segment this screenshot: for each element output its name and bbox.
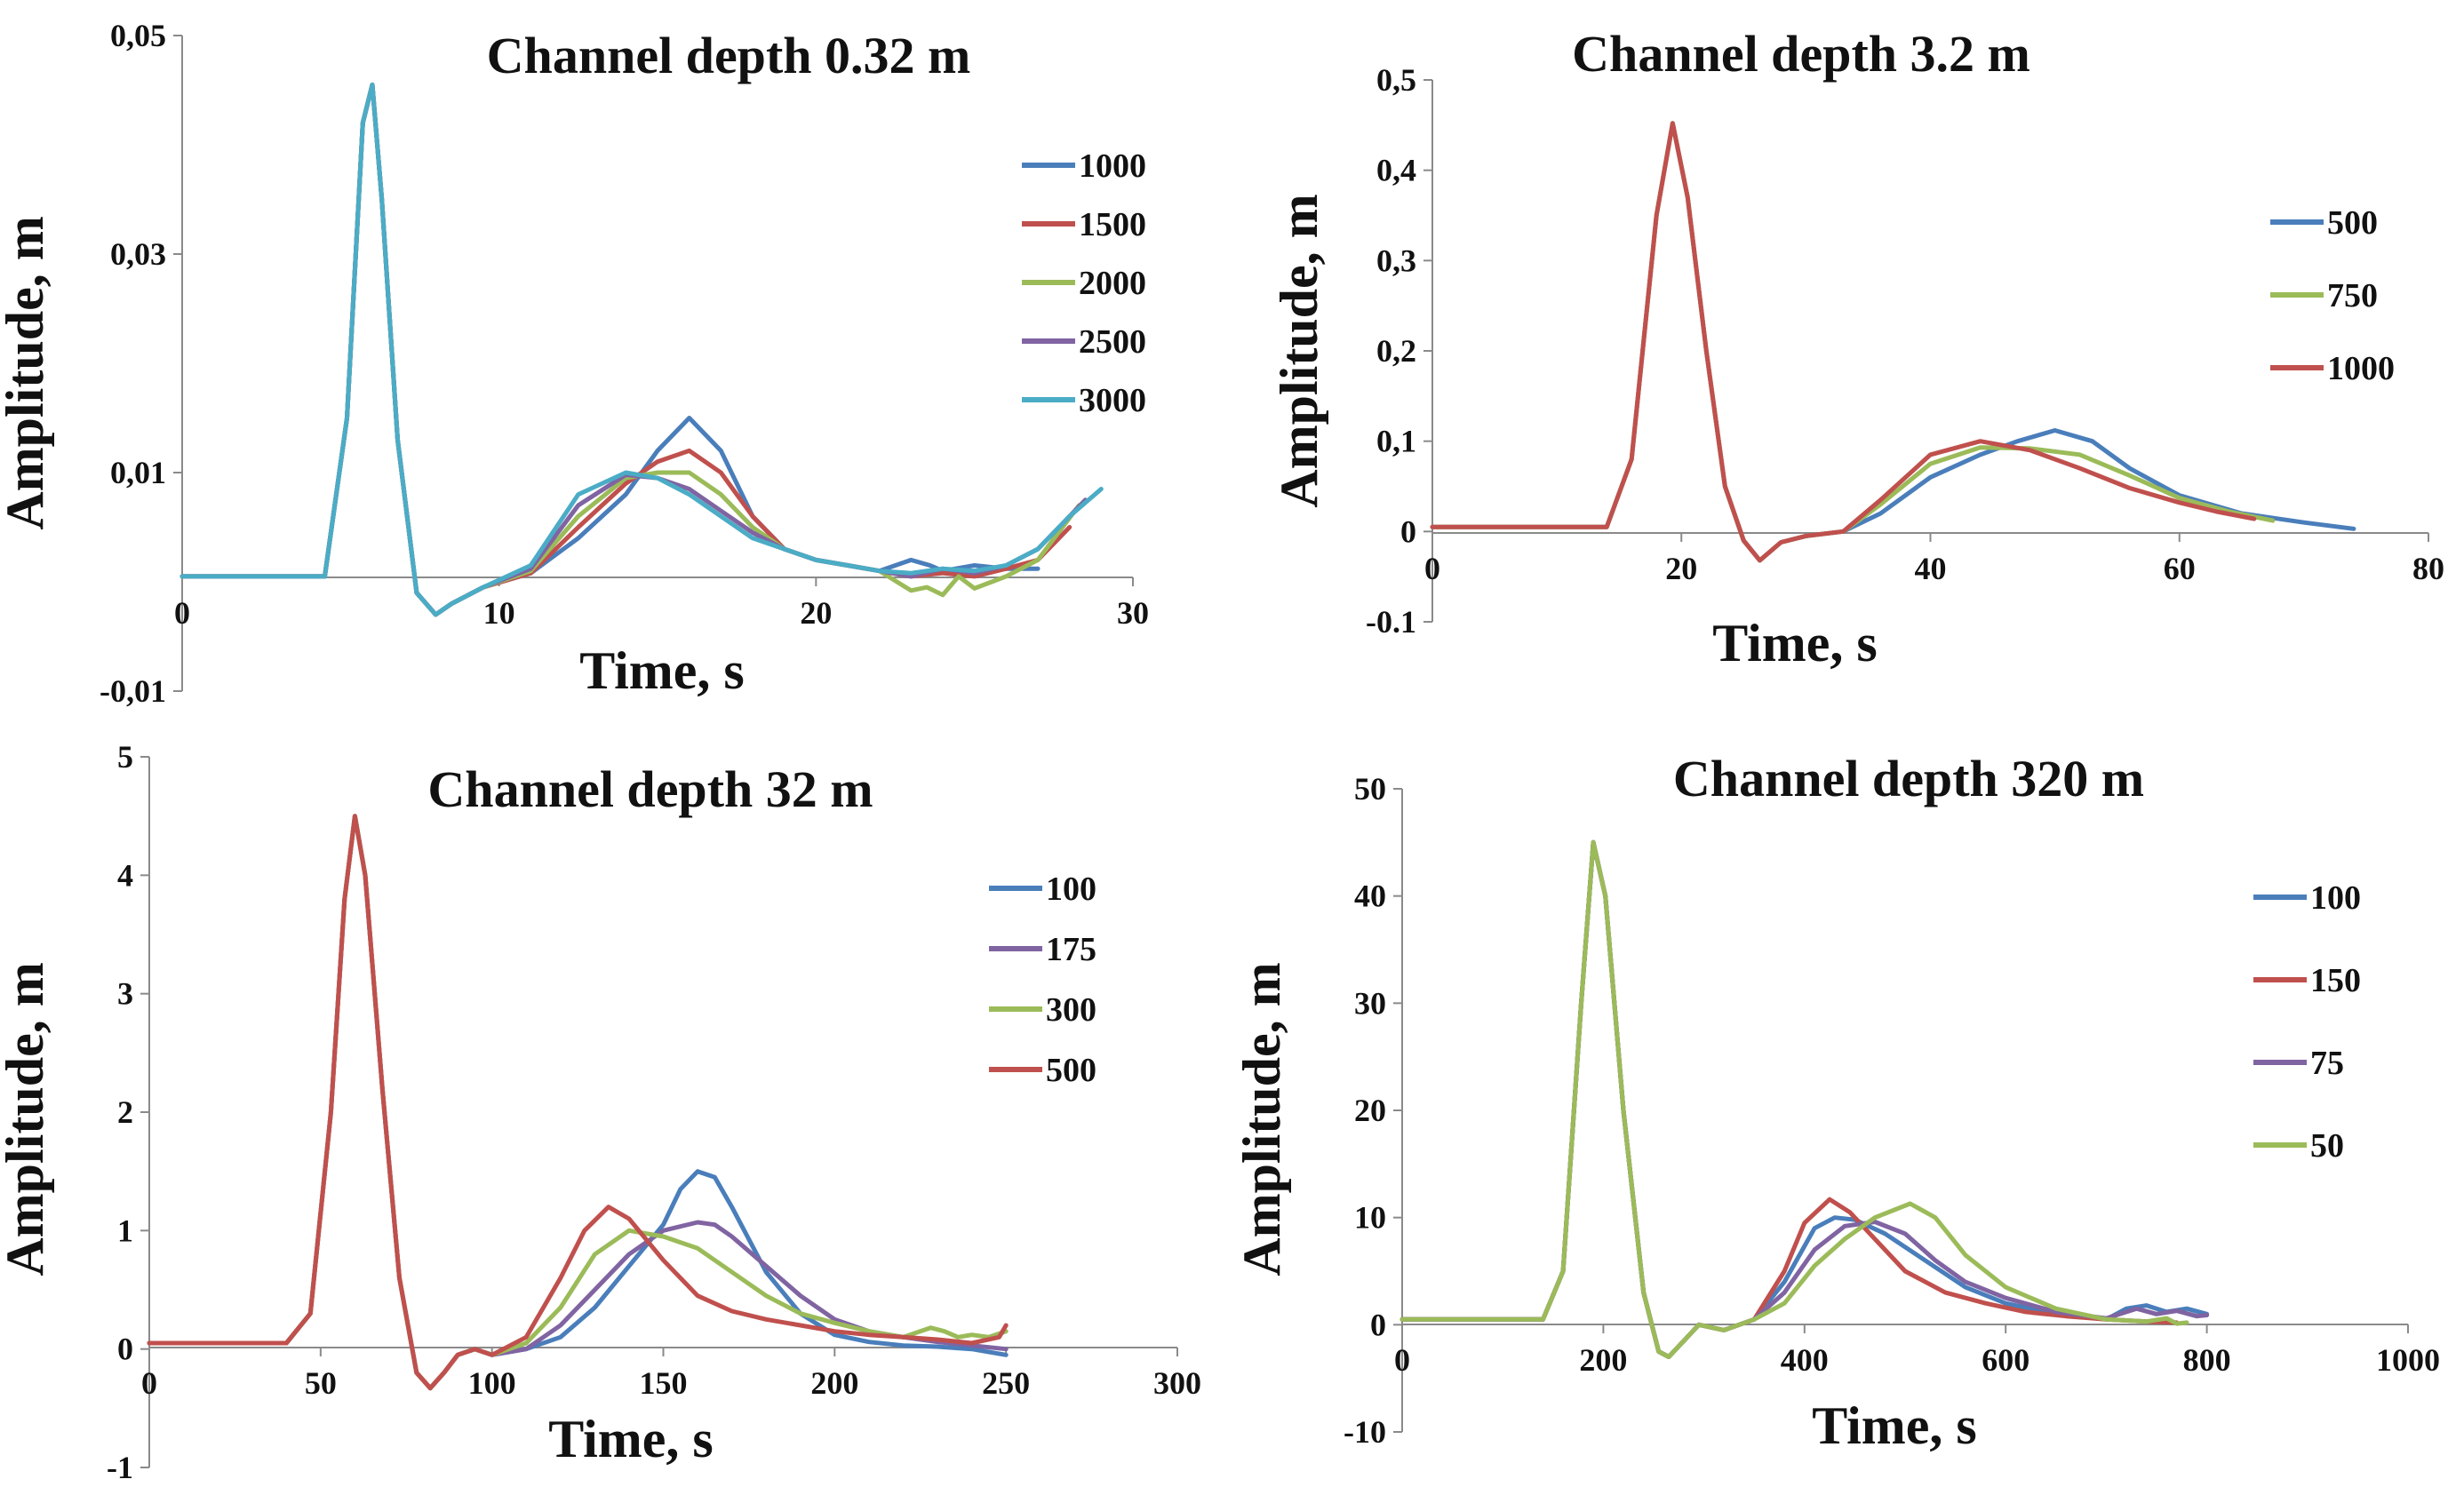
y-tick-label: 0,01: [110, 455, 166, 490]
x-tick-label: 250: [982, 1365, 1030, 1401]
x-axis-title: Time, s: [1812, 1396, 1977, 1455]
series-line-150: [1399, 839, 2180, 1359]
x-tick-label: 10: [483, 595, 515, 631]
y-tick-label: 0,5: [1376, 62, 1416, 98]
series-line-50: [1399, 839, 2189, 1359]
y-axis-title: Amplitude, m: [1232, 962, 1291, 1276]
y-tick-label: 5: [117, 739, 133, 775]
legend-label: 1000: [1079, 147, 1146, 185]
chart-title: Channel depth 32 m: [427, 760, 873, 818]
y-tick-label: 0,1: [1376, 424, 1416, 459]
x-tick-label: 20: [1665, 551, 1697, 586]
y-tick-label: 0,05: [110, 18, 166, 53]
legend-label: 1000: [2327, 350, 2395, 387]
y-tick-label: -1: [107, 1450, 133, 1485]
legend-label: 1500: [1079, 206, 1146, 243]
x-tick-label: 200: [1579, 1342, 1627, 1378]
x-axis-title: Time, s: [1712, 614, 1878, 672]
series-line-2000: [179, 82, 1081, 617]
x-tick-label: 0: [174, 595, 190, 631]
x-tick-label: 80: [2412, 551, 2444, 586]
series-line-500: [147, 814, 1009, 1391]
chart-title: Channel depth 3.2 m: [1572, 25, 2030, 83]
legend-label: 175: [1046, 931, 1096, 968]
y-tick-label: 4: [117, 857, 133, 893]
legend-label: 100: [2310, 879, 2361, 917]
x-tick-label: 60: [2164, 551, 2196, 586]
x-axis-title: Time, s: [548, 1410, 714, 1468]
y-tick-label: 10: [1354, 1200, 1386, 1236]
x-tick-label: 50: [305, 1365, 337, 1401]
y-tick-label: 20: [1354, 1093, 1386, 1128]
x-tick-label: 150: [640, 1365, 688, 1401]
y-tick-label: 1: [117, 1213, 133, 1248]
series-line-2500: [179, 82, 1088, 617]
series-line-1500: [179, 82, 1073, 617]
y-axis-title: Amplitude, m: [0, 216, 54, 529]
x-tick-label: 300: [1153, 1365, 1201, 1401]
x-tick-label: 400: [1781, 1342, 1829, 1378]
x-tick-label: 0: [141, 1365, 157, 1401]
y-tick-label: -0,01: [100, 673, 166, 709]
y-tick-label: -10: [1344, 1414, 1386, 1450]
legend-label: 3000: [1079, 382, 1146, 419]
legend-label: 75: [2310, 1045, 2344, 1082]
y-tick-label: 0,03: [110, 236, 166, 272]
y-tick-label: 0: [1400, 513, 1416, 549]
legend-label: 500: [1046, 1052, 1096, 1089]
y-tick-label: 0: [117, 1332, 133, 1367]
chart-panel-depth-0-32m: -0,01 0,01 0,03 0,05 0 10 20 30 Channel depth 0.…: [0, 18, 1149, 709]
y-tick-label: 30: [1354, 985, 1386, 1021]
y-tick-label: 3: [117, 976, 133, 1012]
x-tick-label: 20: [800, 595, 832, 631]
legend-label: 300: [1046, 991, 1096, 1029]
x-tick-label: 30: [1117, 595, 1149, 631]
x-tick-label: 0: [1424, 551, 1440, 586]
y-tick-label: 2: [117, 1094, 133, 1130]
x-tick-label: 800: [2183, 1342, 2231, 1378]
y-tick-label: -0.1: [1366, 604, 1416, 640]
x-axis-title: Time, s: [579, 641, 745, 700]
series-line-175: [147, 814, 1009, 1391]
chart-title: Channel depth 0.32 m: [487, 27, 971, 84]
series-line-1000: [179, 82, 1041, 617]
x-tick-label: 1000: [2376, 1342, 2440, 1378]
legend-label: 50: [2310, 1127, 2344, 1165]
legend-label: 2500: [1079, 323, 1146, 361]
y-tick-label: 0,3: [1376, 243, 1416, 278]
legend-label: 150: [2310, 962, 2361, 999]
y-tick-label: 0,4: [1376, 153, 1416, 188]
y-tick-label: 40: [1354, 879, 1386, 914]
series-line-3000: [179, 82, 1104, 617]
y-axis-title: Amplitude, m: [1270, 194, 1328, 507]
series-line-100: [147, 814, 1009, 1391]
y-axis-title: Amplitude, m: [0, 962, 54, 1276]
x-tick-label: 0: [1394, 1342, 1410, 1378]
series-line-300: [147, 814, 1009, 1391]
series-line-1000: [1430, 121, 2257, 563]
y-tick-label: 0: [1370, 1307, 1386, 1342]
x-tick-label: 100: [468, 1365, 516, 1401]
chart-title: Channel depth 320 m: [1673, 750, 2144, 807]
x-tick-label: 200: [810, 1365, 858, 1401]
x-tick-label: 40: [1915, 551, 1947, 586]
y-tick-label: 50: [1354, 771, 1386, 807]
legend-label: 750: [2327, 277, 2378, 314]
legend-label: 100: [1046, 871, 1096, 908]
y-tick-label: 0,2: [1376, 333, 1416, 369]
legend-label: 500: [2327, 204, 2378, 242]
x-tick-label: 600: [1982, 1342, 2029, 1378]
legend-label: 2000: [1079, 265, 1146, 302]
